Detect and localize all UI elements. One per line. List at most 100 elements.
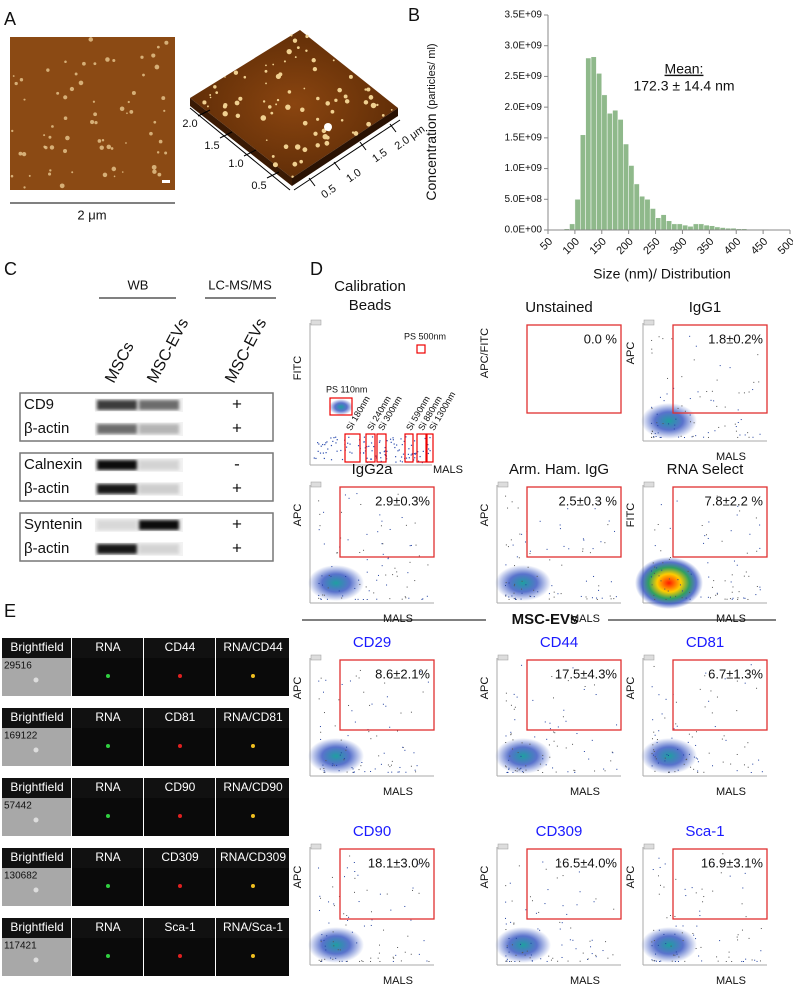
afm-particle bbox=[78, 80, 84, 86]
afm-particle bbox=[18, 151, 23, 156]
hist-bar bbox=[660, 214, 667, 231]
afm-particle bbox=[63, 95, 68, 100]
event-dot bbox=[333, 437, 335, 439]
blot-band bbox=[97, 484, 137, 494]
protein-label: Calnexin bbox=[24, 456, 82, 473]
event-dot bbox=[665, 598, 667, 600]
event-dot bbox=[381, 543, 383, 545]
event-dot bbox=[562, 716, 564, 718]
event-dot bbox=[686, 758, 688, 760]
event-dot bbox=[368, 445, 370, 447]
event-dot bbox=[759, 524, 761, 526]
event-dot bbox=[654, 598, 656, 600]
event-dot bbox=[320, 738, 322, 740]
header-cell bbox=[144, 848, 215, 868]
plot-menu bbox=[643, 319, 655, 326]
header-cell bbox=[2, 778, 71, 798]
event-cloud bbox=[641, 738, 697, 774]
event-dot bbox=[344, 494, 346, 496]
afm-peak bbox=[272, 162, 278, 168]
event-dot bbox=[377, 957, 379, 959]
afm-particle bbox=[126, 112, 128, 115]
bead-gate bbox=[344, 433, 361, 463]
event-dot bbox=[663, 933, 665, 935]
event-dot bbox=[707, 562, 709, 564]
event-dot bbox=[318, 443, 320, 445]
event-dot bbox=[392, 574, 394, 576]
afm-peak bbox=[262, 100, 266, 103]
event-dot bbox=[749, 533, 751, 535]
x-tick-label: 350 bbox=[695, 236, 716, 257]
event-dot bbox=[604, 542, 606, 544]
event-dot bbox=[330, 459, 333, 461]
afm-particle bbox=[125, 142, 127, 144]
event-dot bbox=[713, 400, 715, 402]
plot-title: Sca-1 bbox=[685, 823, 724, 840]
event-dot bbox=[752, 436, 754, 438]
event-dot bbox=[318, 594, 320, 596]
event-dot bbox=[690, 766, 692, 768]
event-dot bbox=[695, 938, 697, 940]
event-dot bbox=[611, 860, 613, 862]
event-dot bbox=[658, 575, 660, 577]
event-dot bbox=[330, 444, 333, 447]
event-dot bbox=[401, 598, 403, 600]
event-dot bbox=[745, 916, 747, 918]
event-dot bbox=[400, 960, 402, 962]
event-dot bbox=[412, 887, 414, 889]
panel-label: A bbox=[4, 9, 16, 29]
afm-peak bbox=[363, 100, 369, 105]
event-dot bbox=[656, 567, 658, 569]
afm-particle bbox=[93, 62, 97, 66]
bead-label: PS 110nm bbox=[326, 384, 367, 394]
afm-peak bbox=[370, 102, 377, 109]
blot-band bbox=[97, 460, 137, 470]
ms-result: + bbox=[232, 514, 242, 533]
y-tick-label: 2.5E+09 bbox=[504, 71, 542, 82]
event-dot bbox=[745, 571, 747, 573]
event-dot bbox=[363, 925, 365, 927]
afm-particle bbox=[14, 81, 18, 86]
event-dot bbox=[699, 396, 701, 398]
protein-label: β-actin bbox=[24, 540, 69, 557]
event-dot bbox=[511, 501, 513, 503]
event-dot bbox=[341, 683, 343, 685]
event-dot bbox=[332, 886, 334, 888]
event-dot bbox=[716, 592, 718, 594]
event-dot bbox=[338, 590, 340, 592]
event-dot bbox=[664, 863, 666, 865]
afm-particle bbox=[156, 45, 160, 49]
event-dot bbox=[651, 422, 653, 424]
channel-image bbox=[2, 798, 71, 836]
event-dot bbox=[562, 905, 564, 907]
event-dot bbox=[413, 459, 415, 461]
event-dot bbox=[658, 929, 660, 931]
event-dot bbox=[334, 725, 336, 727]
event-dot bbox=[743, 764, 745, 766]
event-dot bbox=[675, 418, 677, 420]
event-dot bbox=[745, 958, 747, 960]
event-dot bbox=[510, 960, 512, 962]
protein-label: β-actin bbox=[24, 480, 69, 497]
x-axis-label: MALS bbox=[570, 786, 600, 798]
event-dot bbox=[675, 595, 677, 597]
event-dot bbox=[651, 431, 653, 433]
blot-band bbox=[139, 400, 179, 410]
event-dot bbox=[365, 586, 367, 588]
afm-particle bbox=[28, 174, 31, 177]
event-dot bbox=[567, 960, 569, 962]
hist-bar bbox=[649, 208, 656, 231]
event-dot bbox=[330, 957, 332, 959]
event-dot bbox=[510, 734, 512, 736]
event-dot bbox=[349, 443, 351, 445]
event-dot bbox=[651, 753, 653, 755]
event-dot bbox=[351, 767, 353, 769]
event-dot bbox=[724, 678, 726, 680]
event-dot bbox=[343, 758, 345, 760]
event-dot bbox=[552, 957, 554, 959]
gate bbox=[672, 848, 768, 920]
event-dot bbox=[607, 524, 609, 526]
afm-peak bbox=[316, 96, 320, 101]
event-dot bbox=[703, 896, 705, 898]
event-dot bbox=[700, 596, 702, 598]
